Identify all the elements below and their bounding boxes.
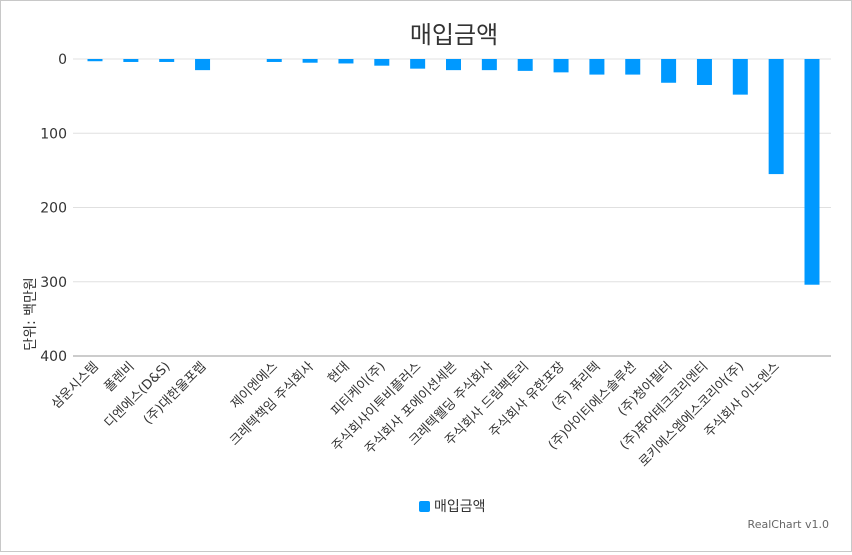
y-tick-label: 400 — [40, 349, 67, 365]
bar[interactable] — [661, 59, 677, 83]
bar[interactable] — [696, 59, 712, 85]
y-tick-label: 100 — [40, 126, 67, 142]
y-tick-label: 0 — [58, 52, 67, 68]
x-tick-label: 삼운시스템 — [49, 359, 102, 412]
y-tick-label: 300 — [40, 275, 67, 291]
grid-layer: 0 100 200 300 400 — [40, 52, 831, 365]
bar[interactable] — [589, 59, 605, 75]
bar[interactable] — [87, 59, 103, 62]
bar[interactable] — [625, 59, 641, 75]
y-tick-label: 200 — [40, 201, 67, 217]
x-tick-label: (주)대한울포렙 — [141, 359, 210, 428]
bar[interactable] — [732, 59, 748, 95]
bar-layer — [87, 59, 820, 285]
bar[interactable] — [159, 59, 175, 62]
bar[interactable] — [481, 59, 497, 71]
bar[interactable] — [338, 59, 354, 64]
x-tick-label: 현대 — [325, 359, 353, 387]
bar[interactable] — [768, 59, 784, 175]
bar[interactable] — [410, 59, 426, 69]
chart-title: 매입금액 — [410, 21, 498, 49]
bar[interactable] — [266, 59, 282, 62]
y-axis-title: 단위: 백만원 — [23, 277, 39, 351]
bar[interactable] — [374, 59, 390, 66]
bar[interactable] — [804, 59, 820, 285]
legend-swatch — [419, 501, 430, 512]
legend[interactable]: 매입금액 — [419, 499, 486, 515]
bar[interactable] — [195, 59, 211, 71]
bar[interactable] — [446, 59, 461, 71]
bar[interactable] — [123, 59, 139, 62]
bar[interactable] — [302, 59, 318, 63]
bar[interactable] — [553, 59, 569, 73]
credit-text: RealChart v1.0 — [748, 518, 829, 531]
bar[interactable] — [517, 59, 533, 71]
legend-label: 매입금액 — [434, 499, 486, 515]
